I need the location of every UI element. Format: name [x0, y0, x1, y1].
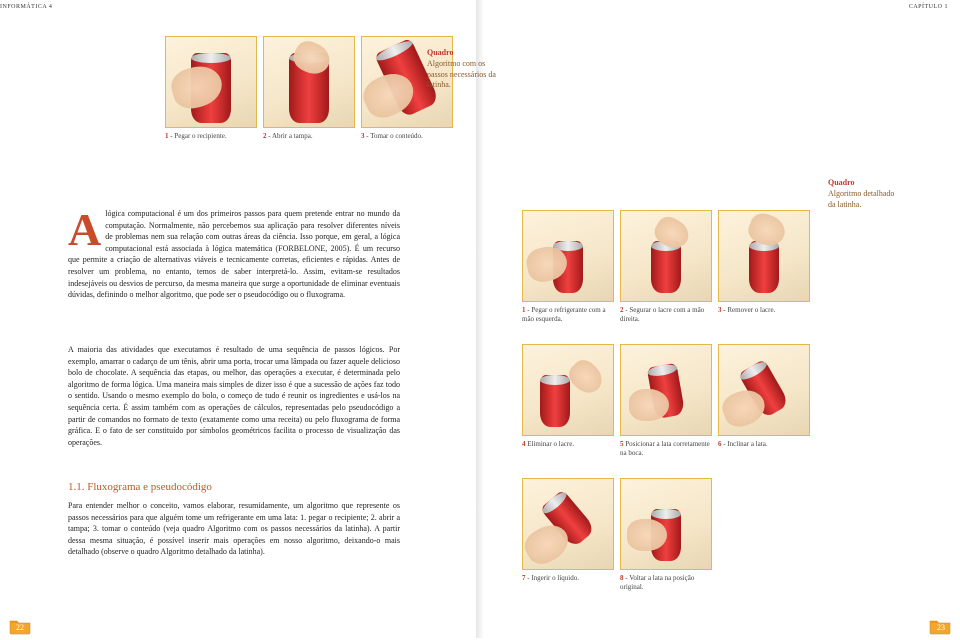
step-illustration [165, 36, 257, 128]
detailed-row-2: 4 Eliminar o lacre. 5 Posicionar a lata … [522, 344, 810, 459]
body-paragraph-2: A maioria das atividades que executamos … [68, 344, 400, 448]
step-illustration [718, 344, 810, 436]
step-caption: 2 - Abrir a tampa. [263, 132, 355, 141]
step-cell: 2 - Abrir a tampa. [263, 36, 355, 141]
step-illustration [522, 344, 614, 436]
step-cell: 7 - Ingerir o líquido. [522, 478, 614, 593]
page-number-left: 22 [16, 623, 24, 632]
step-cell: 5 Posicionar a lata corretamente na boca… [620, 344, 712, 459]
step-cell: 4 Eliminar o lacre. [522, 344, 614, 459]
section-body: Para entender melhor o conceito, vamos e… [68, 500, 400, 558]
step-illustration [620, 344, 712, 436]
step-cell: 3 - Remover o lacre. [718, 210, 810, 325]
step-caption: 6 - Inclinar a lata. [718, 440, 810, 449]
step-caption: 7 - Ingerir o líquido. [522, 574, 614, 583]
step-cell: 2 - Segurar o lacre com a mão direita. [620, 210, 712, 325]
step-cell: 1 - Pegar o refrigerante com a mão esque… [522, 210, 614, 325]
sidebar-quadro-basic: Quadro Algoritmo com os passos necessári… [427, 48, 497, 91]
step-cell: 6 - Inclinar a lata. [718, 344, 810, 459]
section-1-1: 1.1. Fluxograma e pseudocódigo Para ente… [68, 480, 400, 558]
running-head-left: INFORMÁTICA 4 [0, 4, 52, 10]
sidebar-quadro-detailed: Quadro Algoritmo detalhado da latinha. [828, 178, 898, 210]
step-caption: 3 - Remover o lacre. [718, 306, 810, 315]
step-illustration [620, 210, 712, 302]
section-heading: 1.1. Fluxograma e pseudocódigo [68, 480, 400, 496]
intro-paragraph: A lógica computacional é um dos primeiro… [68, 208, 400, 301]
step-illustration [620, 478, 712, 570]
step-caption: 4 Eliminar o lacre. [522, 440, 614, 449]
step-illustration [522, 210, 614, 302]
algorithm-basic-steps: 1 - Pegar o recipiente. 2 - Abrir a tamp… [165, 36, 453, 141]
running-head-right: CAPÍTULO 1 [909, 4, 948, 10]
step-caption: 2 - Segurar o lacre com a mão direita. [620, 306, 712, 325]
detailed-row-3: 7 - Ingerir o líquido. 8 - Voltar a lata… [522, 478, 712, 593]
step-illustration [263, 36, 355, 128]
drop-cap: A [68, 212, 101, 248]
step-illustration [718, 210, 810, 302]
step-illustration [522, 478, 614, 570]
page-spine-shadow [476, 0, 484, 638]
page-number-right: 23 [937, 623, 945, 632]
step-caption: 1 - Pegar o refrigerante com a mão esque… [522, 306, 614, 325]
step-caption: 3 - Tomar o conteúdo. [361, 132, 453, 141]
step-caption: 8 - Voltar a lata na posição original. [620, 574, 712, 593]
detailed-row-1: 1 - Pegar o refrigerante com a mão esque… [522, 210, 810, 325]
step-caption: 5 Posicionar a lata corretamente na boca… [620, 440, 712, 459]
step-cell: 8 - Voltar a lata na posição original. [620, 478, 712, 593]
step-cell: 1 - Pegar o recipiente. [165, 36, 257, 141]
step-caption: 1 - Pegar o recipiente. [165, 132, 257, 141]
